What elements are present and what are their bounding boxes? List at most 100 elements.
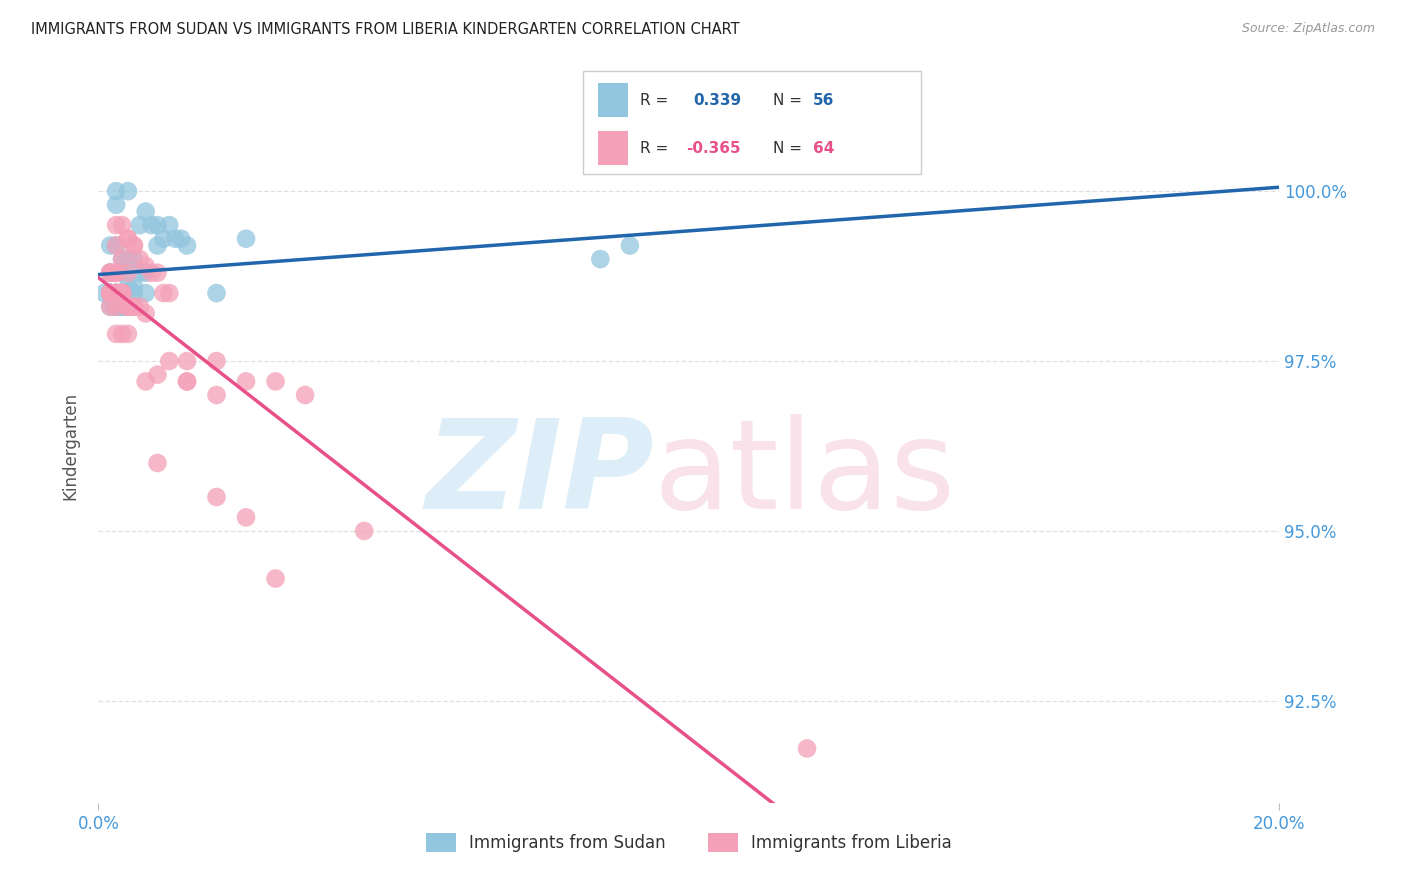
Point xyxy=(111,300,134,314)
Text: 64: 64 xyxy=(813,141,834,156)
Text: 56: 56 xyxy=(813,93,834,108)
Point xyxy=(98,286,121,301)
Point xyxy=(111,286,134,301)
Point xyxy=(117,300,139,314)
Point xyxy=(135,259,157,273)
Point xyxy=(122,300,145,314)
Point xyxy=(157,286,180,301)
Point xyxy=(105,238,128,252)
Point xyxy=(98,266,121,280)
Point xyxy=(111,300,134,314)
Point xyxy=(128,218,150,232)
Point xyxy=(98,286,121,301)
Point xyxy=(98,266,121,280)
Point xyxy=(98,266,121,280)
Point xyxy=(98,266,121,280)
Point xyxy=(105,266,128,280)
Point xyxy=(152,232,174,246)
Point xyxy=(141,266,163,280)
Point xyxy=(117,184,139,198)
Point xyxy=(117,266,139,280)
Point xyxy=(98,286,121,301)
Text: 0.339: 0.339 xyxy=(693,93,741,108)
Point xyxy=(105,266,128,280)
Point xyxy=(105,286,128,301)
Point xyxy=(98,300,121,314)
Point xyxy=(122,238,145,252)
Point xyxy=(105,326,128,341)
Point xyxy=(205,354,228,368)
Point xyxy=(98,286,121,301)
Point xyxy=(111,300,134,314)
Point xyxy=(111,252,134,266)
Point xyxy=(111,218,134,232)
Point xyxy=(111,286,134,301)
Point xyxy=(205,286,228,301)
Point xyxy=(235,375,257,389)
Point xyxy=(117,300,139,314)
Point xyxy=(111,286,134,301)
Point xyxy=(128,266,150,280)
Point xyxy=(117,300,139,314)
Point xyxy=(98,286,121,301)
Y-axis label: Kindergarten: Kindergarten xyxy=(62,392,80,500)
Point xyxy=(122,238,145,252)
Point xyxy=(619,238,641,252)
Point xyxy=(93,286,115,301)
Point xyxy=(105,286,128,301)
Point xyxy=(589,252,612,266)
Text: -0.365: -0.365 xyxy=(686,141,741,156)
Point xyxy=(176,238,198,252)
Text: N =: N = xyxy=(773,141,807,156)
Text: ZIP: ZIP xyxy=(425,414,654,535)
Point xyxy=(152,286,174,301)
Point xyxy=(128,300,150,314)
Point xyxy=(111,252,134,266)
Point xyxy=(98,266,121,280)
Point xyxy=(205,490,228,504)
Point xyxy=(157,218,180,232)
Point xyxy=(105,286,128,301)
Point xyxy=(98,286,121,301)
Text: R =: R = xyxy=(640,141,673,156)
Point xyxy=(98,286,121,301)
Point xyxy=(111,266,134,280)
Point xyxy=(105,286,128,301)
Point xyxy=(117,232,139,246)
Point xyxy=(105,300,128,314)
Point xyxy=(135,306,157,320)
Point xyxy=(122,279,145,293)
Text: atlas: atlas xyxy=(654,414,956,535)
Point xyxy=(105,184,128,198)
Point xyxy=(135,204,157,219)
Point xyxy=(117,300,139,314)
Point xyxy=(117,300,139,314)
Legend: Immigrants from Sudan, Immigrants from Liberia: Immigrants from Sudan, Immigrants from L… xyxy=(419,826,959,859)
Point xyxy=(111,286,134,301)
Point xyxy=(105,286,128,301)
Point xyxy=(122,300,145,314)
Point xyxy=(105,300,128,314)
Text: Source: ZipAtlas.com: Source: ZipAtlas.com xyxy=(1241,22,1375,36)
Point xyxy=(128,252,150,266)
Point xyxy=(105,286,128,301)
Point xyxy=(105,218,128,232)
Point xyxy=(235,510,257,524)
Point xyxy=(135,266,157,280)
Point xyxy=(176,375,198,389)
Point xyxy=(117,279,139,293)
Point xyxy=(796,741,818,756)
Point xyxy=(111,286,134,301)
Point xyxy=(176,354,198,368)
Point xyxy=(98,266,121,280)
Point xyxy=(98,286,121,301)
Point xyxy=(105,300,128,314)
Point xyxy=(205,388,228,402)
Text: R =: R = xyxy=(640,93,673,108)
Point xyxy=(264,572,287,586)
Point xyxy=(111,286,134,301)
Point xyxy=(294,388,316,402)
Point xyxy=(117,326,139,341)
Point xyxy=(146,456,169,470)
Point xyxy=(353,524,375,538)
